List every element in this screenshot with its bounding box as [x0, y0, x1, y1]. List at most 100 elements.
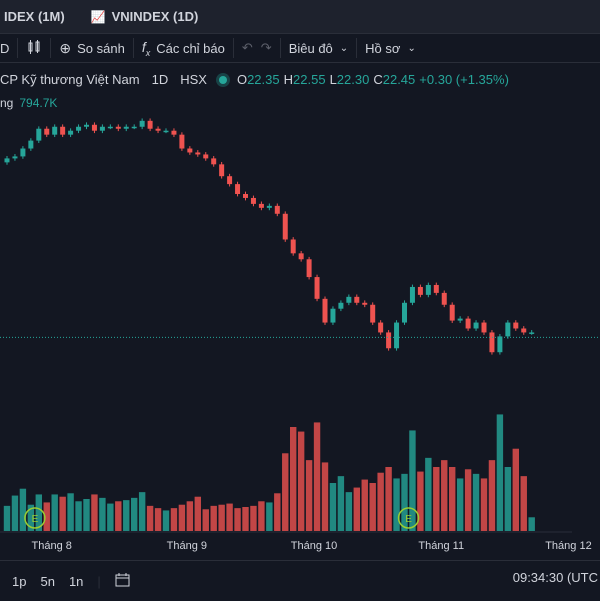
volume-bar	[377, 472, 384, 531]
candle	[20, 146, 26, 159]
volume-bar	[250, 505, 257, 531]
redo-button[interactable]: ↷	[261, 34, 280, 62]
candle	[433, 282, 439, 296]
candle	[322, 296, 328, 325]
volume-bar	[417, 471, 424, 531]
candle	[91, 122, 97, 134]
candle	[187, 146, 193, 155]
chevron-down-icon: ⌄	[339, 42, 349, 54]
volume-bar	[154, 508, 162, 531]
candle	[362, 300, 368, 308]
candle	[465, 316, 471, 331]
calendar-range-icon[interactable]	[108, 572, 138, 590]
volume-bar	[107, 503, 114, 531]
time-axis: Tháng 8 Tháng 9 Tháng 10 Tháng 11 Tháng 12	[32, 540, 592, 552]
volume-bar	[234, 508, 241, 531]
volume-bar	[282, 453, 289, 531]
low-label: L	[329, 72, 337, 87]
undo-button[interactable]: ↶	[234, 34, 261, 62]
x-tick-label: Tháng 8	[32, 540, 72, 552]
chevron-down-icon: ⌄	[407, 42, 416, 54]
tab-label: VNINDEX (1D)	[111, 9, 199, 24]
chart-type-dropdown[interactable]: Biêu đô ⌄	[281, 34, 356, 62]
volume-bar	[186, 501, 194, 531]
candle	[346, 294, 352, 306]
candle	[36, 126, 42, 143]
indicators-button[interactable]: fx Các chỉ báo	[134, 34, 233, 62]
volume-bar	[393, 478, 400, 531]
tab-vnindex[interactable]: 📈 VNINDEX (1D)	[87, 0, 205, 33]
symbol-name: CP Kỹ thương Việt Nam	[0, 72, 140, 87]
plus-circle-icon: ⊕	[59, 39, 72, 56]
candle	[386, 330, 392, 351]
candle	[402, 300, 407, 325]
candle	[235, 181, 241, 197]
volume-bar	[35, 494, 42, 531]
volume-bar	[401, 473, 408, 531]
volume-bar	[99, 497, 106, 531]
volume-bar	[266, 502, 273, 531]
chart-type-label: Biêu đô	[288, 40, 333, 56]
volume-bar	[345, 492, 353, 531]
volume-bar	[43, 502, 50, 531]
tab-idex[interactable]: IDEX (1M)	[0, 0, 71, 33]
divider	[279, 38, 281, 58]
candle	[338, 300, 344, 312]
volume-bar	[131, 497, 138, 531]
event-marker[interactable]: E	[24, 507, 46, 529]
candle	[250, 195, 256, 207]
candle	[4, 156, 10, 165]
fx-icon: fx	[141, 38, 151, 58]
x-tick-label: Tháng 9	[167, 540, 207, 552]
candle	[84, 122, 89, 130]
volume-value: 794.7K	[19, 96, 58, 110]
candle	[274, 203, 280, 217]
svg-text:E: E	[405, 514, 412, 525]
compare-label: So sánh	[77, 40, 125, 56]
volume-bar	[504, 467, 512, 531]
range-5n-button[interactable]: 5n	[40, 573, 55, 589]
event-marker[interactable]: E	[397, 507, 420, 529]
bottom-toolbar: 1p 5n 1n | 09:34:30 (UTC	[0, 560, 600, 601]
candle	[139, 118, 145, 130]
volume-bar	[59, 496, 66, 531]
redo-icon: ↷	[260, 40, 272, 55]
volume-bar	[456, 478, 464, 531]
volume-bar	[449, 467, 456, 531]
volume-bar	[274, 493, 281, 531]
candle	[370, 302, 376, 325]
tab-label: IDEX (1M)	[4, 9, 65, 24]
candle	[330, 306, 336, 325]
volume-bar	[433, 467, 440, 531]
volume-bar	[425, 457, 432, 531]
volume-bar	[123, 500, 130, 531]
range-1p-button[interactable]: 1p	[12, 573, 27, 589]
candle	[513, 320, 519, 331]
candle	[290, 237, 296, 256]
candle	[179, 132, 185, 151]
volume-bar	[258, 501, 265, 531]
candle	[243, 191, 248, 201]
compare-button[interactable]: ⊕ So sánh	[51, 34, 132, 62]
candle	[409, 284, 415, 306]
candle	[131, 124, 137, 130]
candle	[314, 274, 320, 302]
volume-bar	[83, 499, 90, 531]
volume-bar	[138, 492, 146, 531]
interval-button[interactable]: D	[0, 34, 17, 62]
low-value: 22.30	[336, 72, 370, 87]
volume-legend: ng 794.7K	[0, 96, 57, 110]
profile-dropdown[interactable]: Hồ sơ ⌄	[357, 34, 424, 62]
market-status-dot	[218, 75, 227, 84]
volume-bar	[202, 509, 209, 531]
candle	[155, 126, 161, 134]
volume-bar	[480, 478, 488, 531]
x-tick-label: Tháng 11	[418, 540, 464, 552]
volume-bar	[11, 495, 19, 531]
volume-bar	[194, 496, 201, 531]
range-1n-button[interactable]: 1n	[68, 573, 84, 589]
volume-bar	[178, 504, 186, 531]
volume-bar	[51, 494, 58, 531]
candle-style-button[interactable]	[18, 34, 50, 62]
